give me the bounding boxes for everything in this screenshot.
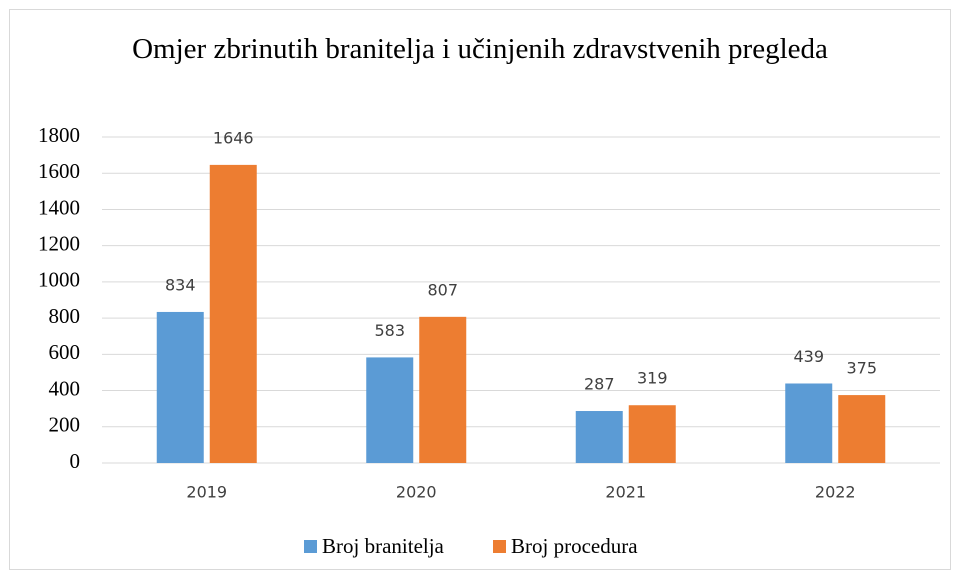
y-tick-label: 1000: [38, 268, 80, 292]
data-label: 439: [793, 347, 824, 366]
bar: [366, 357, 414, 463]
y-tick-label: 400: [49, 376, 81, 400]
bar: [209, 164, 257, 463]
bar: [419, 316, 467, 463]
data-label: 807: [427, 280, 458, 299]
chart-frame: [9, 9, 951, 570]
legend-label: Broj branitelja: [322, 534, 445, 558]
bar: [785, 383, 833, 463]
y-tick-label: 1600: [38, 159, 80, 183]
y-tick-label: 0: [70, 449, 81, 473]
y-tick-label: 800: [49, 304, 81, 328]
data-label: 319: [637, 369, 668, 388]
y-tick-label: 1200: [38, 231, 80, 255]
bar: [575, 411, 623, 463]
data-label: 834: [165, 275, 196, 294]
data-label: 1646: [213, 128, 254, 147]
x-tick-label: 2019: [186, 483, 227, 502]
x-tick-label: 2021: [605, 483, 646, 502]
x-tick-label: 2022: [815, 483, 856, 502]
data-label: 375: [846, 359, 877, 378]
legend-label: Broj procedura: [511, 534, 638, 558]
y-tick-label: 1400: [38, 195, 80, 219]
chart-title: Omjer zbrinutih branitelja i učinjenih z…: [132, 33, 828, 65]
bar: [838, 395, 886, 463]
data-label: 287: [584, 375, 615, 394]
data-label: 583: [374, 321, 405, 340]
legend-swatch: [493, 540, 506, 553]
y-tick-label: 600: [49, 340, 81, 364]
y-tick-label: 200: [49, 413, 81, 437]
x-tick-label: 2020: [396, 483, 437, 502]
bar: [628, 405, 676, 463]
legend-swatch: [304, 540, 317, 553]
y-tick-label: 1800: [38, 123, 80, 147]
bar: [156, 311, 204, 463]
